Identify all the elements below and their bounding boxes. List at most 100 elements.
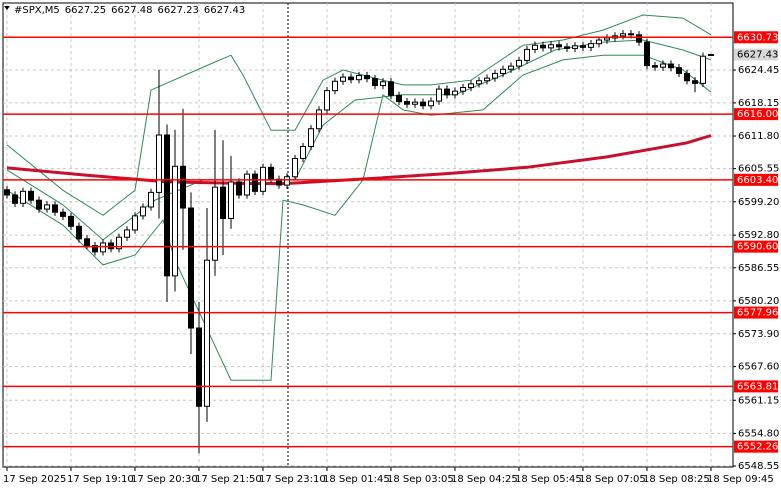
candle-body <box>652 65 658 68</box>
candle-body <box>140 206 146 217</box>
level-label-box <box>734 173 778 186</box>
candle-body <box>268 166 274 180</box>
candle-body <box>428 100 434 107</box>
x-tick-label: 18 Sep 04:25 <box>451 474 518 485</box>
candle-body <box>92 245 98 253</box>
candle-body <box>356 75 362 81</box>
indicator-line <box>6 54 712 381</box>
candle-body <box>324 90 330 111</box>
candle-body <box>476 80 482 85</box>
candle-body <box>68 215 74 227</box>
y-tick-label: 6573.90 <box>738 329 779 340</box>
candle-body <box>52 204 58 213</box>
candle-body <box>84 238 90 247</box>
level-label: 6552.26 <box>737 442 778 453</box>
y-tick-label: 6554.80 <box>738 428 779 439</box>
y-tick-label: 6624.45 <box>738 65 779 76</box>
candle-body <box>660 63 666 68</box>
level-label: 6590.60 <box>737 242 778 253</box>
x-tick-label: 17 Sep 20:30 <box>131 474 198 485</box>
candle-body <box>492 72 498 79</box>
candle-body <box>508 65 514 70</box>
x-tick-label: 18 Sep 08:25 <box>643 474 710 485</box>
candle-body <box>460 87 466 92</box>
candle-body <box>348 76 354 81</box>
y-tick-label: 6592.80 <box>738 230 779 241</box>
y-tick-label: 6611.80 <box>738 131 779 142</box>
candle-body <box>516 59 522 67</box>
candle-body <box>604 37 610 41</box>
candle-body <box>644 41 650 67</box>
candle-body <box>540 44 546 49</box>
candle-body <box>132 215 138 231</box>
last-open: 6627.25 <box>65 5 106 16</box>
candle-body <box>36 199 42 210</box>
candle-body <box>380 81 386 86</box>
level-label-box <box>734 240 778 253</box>
candle-body <box>412 101 418 105</box>
candle-body <box>364 75 370 80</box>
candle-body <box>308 128 314 147</box>
candle-body <box>20 190 26 204</box>
y-tick-label: 6548.55 <box>738 461 779 472</box>
x-tick-label: 18 Sep 09:45 <box>707 474 774 485</box>
level-label-box <box>734 306 778 319</box>
y-tick-label: 6599.20 <box>738 197 779 208</box>
candle-body <box>100 242 106 253</box>
chart-header: #SPX,M5 6627.25 6627.48 6627.23 6627.43 <box>14 5 245 16</box>
candle-body <box>532 44 538 50</box>
indicator-line <box>6 39 712 241</box>
candle-body <box>300 145 306 159</box>
candle-body <box>484 77 490 82</box>
candle-body <box>76 225 82 240</box>
candle-body <box>708 53 714 56</box>
candle-body <box>284 176 290 186</box>
candle-body <box>468 83 474 89</box>
candle-body <box>4 189 10 196</box>
candle-body <box>12 194 18 204</box>
candle-body <box>44 204 50 210</box>
candle-body <box>548 44 554 49</box>
indicator-line <box>6 14 712 216</box>
last-close: 6627.43 <box>204 5 245 16</box>
menu-arrow[interactable] <box>4 6 10 10</box>
symbol: #SPX,M5 <box>14 5 60 16</box>
candle-body <box>188 207 194 329</box>
candle-body <box>204 259 210 407</box>
last-low: 6627.23 <box>158 5 199 16</box>
candle-body <box>596 39 602 45</box>
candle-body <box>196 327 202 407</box>
candle-body <box>252 173 258 192</box>
candle-body <box>524 48 530 61</box>
axes: 6624.45 6618.15 6611.80 6605.55 6599.20 6592.… <box>3 31 779 485</box>
y-tick-label: 6605.55 <box>738 164 779 175</box>
last-high: 6627.48 <box>111 5 152 16</box>
x-tick-label: 18 Sep 05:45 <box>515 474 582 485</box>
x-tick-label: 17 Sep 23:10 <box>259 474 326 485</box>
candle-body <box>628 33 634 36</box>
candle-body <box>396 94 402 103</box>
candle-body <box>700 55 706 84</box>
candle-body <box>444 88 450 96</box>
y-tick-label: 6586.55 <box>738 263 779 274</box>
candle-body <box>500 68 506 74</box>
candle-body <box>404 101 410 105</box>
candle-body <box>116 236 122 250</box>
candle-body <box>564 46 570 49</box>
level-label-box <box>734 440 778 453</box>
candle-body <box>212 186 218 261</box>
candle-body <box>148 191 154 208</box>
level-label: 6603.40 <box>737 175 778 186</box>
x-tick-label: 17 Sep 19:10 <box>67 474 134 485</box>
candle-body <box>420 101 426 107</box>
y-tick-label: 6618.15 <box>738 98 779 109</box>
candle-body <box>228 181 234 219</box>
y-tick-label: 6567.60 <box>738 362 779 373</box>
grid <box>3 3 733 467</box>
candle-body <box>124 229 130 238</box>
y-tick-label: 6580.20 <box>738 296 779 307</box>
candle-body <box>588 43 594 48</box>
x-tick-label: 18 Sep 03:05 <box>387 474 454 485</box>
candle-body <box>220 186 226 219</box>
